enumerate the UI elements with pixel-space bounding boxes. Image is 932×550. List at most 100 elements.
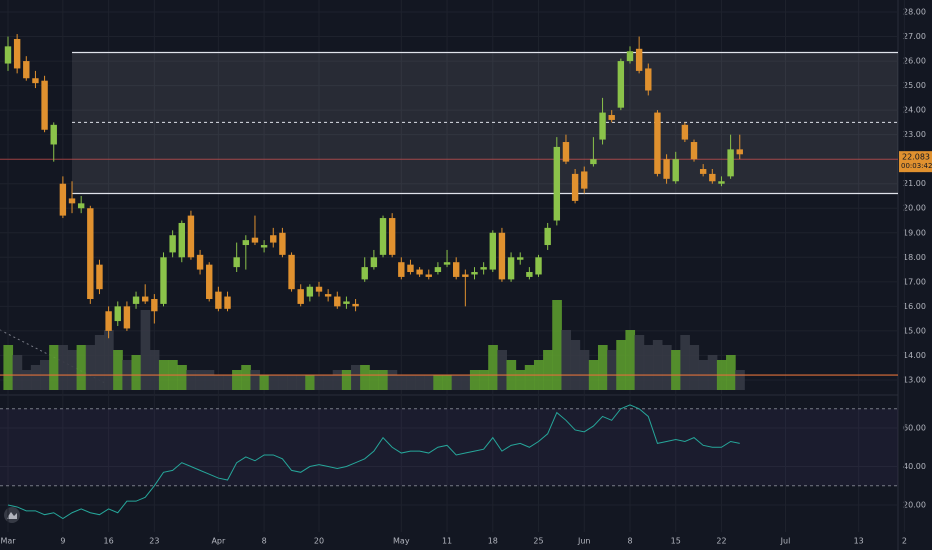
candle-body	[581, 171, 588, 189]
volume-bar	[341, 370, 352, 390]
x-tick-label: 13	[854, 537, 864, 546]
volume-bar	[113, 350, 123, 390]
volume-bar	[259, 375, 270, 390]
candle-body	[544, 227, 551, 246]
volume-bar	[488, 345, 498, 390]
volume-bar	[643, 345, 654, 390]
x-tick-label: 16	[104, 537, 114, 546]
candle-body	[132, 296, 140, 304]
y-tick-label: 16.00	[903, 302, 926, 311]
x-tick-label: 18	[488, 537, 498, 546]
volume-bar	[314, 375, 325, 390]
candle-body	[306, 286, 314, 297]
candle-body	[599, 112, 606, 140]
volume-bar	[186, 370, 197, 390]
candle-body	[114, 306, 121, 322]
volume-bar	[177, 365, 187, 390]
volume-bar	[552, 300, 562, 390]
volume-bar	[607, 350, 617, 390]
candle-body	[77, 203, 85, 209]
x-tick-label: 25	[533, 537, 543, 546]
x-tick-label: 11	[442, 537, 452, 546]
candle-body	[727, 149, 734, 177]
volume-bar	[469, 370, 480, 390]
candle-body	[590, 159, 597, 165]
volume-bar	[12, 355, 23, 390]
x-tick-label: May	[393, 537, 410, 546]
candle-body	[608, 115, 615, 120]
candle-body	[32, 78, 39, 84]
candle-body	[196, 254, 204, 270]
volume-bar	[30, 365, 41, 390]
candle-body	[379, 218, 387, 255]
candle-body	[141, 296, 149, 302]
volume-bar	[662, 345, 672, 390]
y-tick-label: 14.00	[903, 351, 926, 360]
x-tick-label: 15	[671, 537, 681, 546]
candle-body	[59, 183, 67, 216]
y-tick-label: 18.00	[903, 253, 926, 262]
x-tick-label: 2	[902, 537, 907, 546]
volume-bar	[415, 375, 425, 390]
volume-bar	[497, 350, 508, 390]
candle-body	[169, 235, 176, 253]
y-tick-label: 20.00	[903, 204, 926, 213]
countdown: 00:03:42	[901, 162, 932, 170]
volume-bar	[277, 375, 288, 390]
candle-body	[279, 232, 286, 255]
volume-bar	[524, 365, 535, 390]
volume-bar	[49, 345, 59, 390]
candle-body	[626, 51, 634, 62]
y-tick-label: 17.00	[903, 277, 926, 286]
y-tick-label: 19.00	[903, 228, 926, 237]
volume-bar	[479, 370, 489, 390]
candle-body	[343, 301, 350, 304]
volume-bar	[652, 340, 663, 390]
candle-body	[718, 181, 725, 184]
y-tick-label: 13.00	[903, 375, 926, 384]
volume-bar	[296, 375, 306, 390]
candle-body	[736, 149, 743, 155]
candle-body	[224, 296, 231, 309]
candle-body	[41, 80, 48, 130]
y-tick-label: 21.00	[903, 179, 926, 188]
range-box	[72, 52, 898, 194]
rsi-tick-label: 20.00	[903, 501, 926, 510]
candle-body	[4, 46, 12, 64]
candle-body	[334, 296, 341, 307]
candle-body	[562, 142, 570, 162]
volume-bar	[680, 335, 690, 390]
volume-bar	[424, 375, 434, 390]
y-tick-label: 28.00	[903, 8, 926, 17]
candle-body	[663, 159, 670, 179]
x-tick-label: 8	[627, 537, 632, 546]
candle-body	[160, 257, 167, 304]
candle-body	[507, 257, 515, 280]
candle-body	[50, 124, 57, 145]
candle-body	[297, 289, 304, 304]
volume-bar	[104, 330, 114, 390]
candle-body	[151, 299, 158, 312]
candle-body	[242, 240, 250, 246]
volume-bar	[405, 375, 416, 390]
volume-bar	[232, 370, 242, 390]
volume-bar	[735, 370, 745, 390]
volume-bar	[268, 375, 279, 390]
candle-body	[489, 232, 496, 270]
x-tick-label: Jul	[780, 537, 791, 546]
volume-bar	[85, 345, 96, 390]
volume-bar	[58, 345, 68, 390]
x-tick-label: 22	[716, 537, 726, 546]
volume-bar	[369, 370, 379, 390]
volume-bar	[21, 370, 32, 390]
volume-bar	[378, 370, 389, 390]
y-tick-label: 26.00	[903, 57, 926, 66]
volume-bar	[76, 345, 87, 390]
volume-bar	[286, 375, 297, 390]
volume-bar	[561, 330, 572, 390]
candle-body	[215, 291, 222, 309]
candle-body	[407, 264, 414, 273]
candle-body	[535, 257, 542, 275]
volume-bar	[570, 340, 581, 390]
volume-bar	[625, 330, 636, 390]
